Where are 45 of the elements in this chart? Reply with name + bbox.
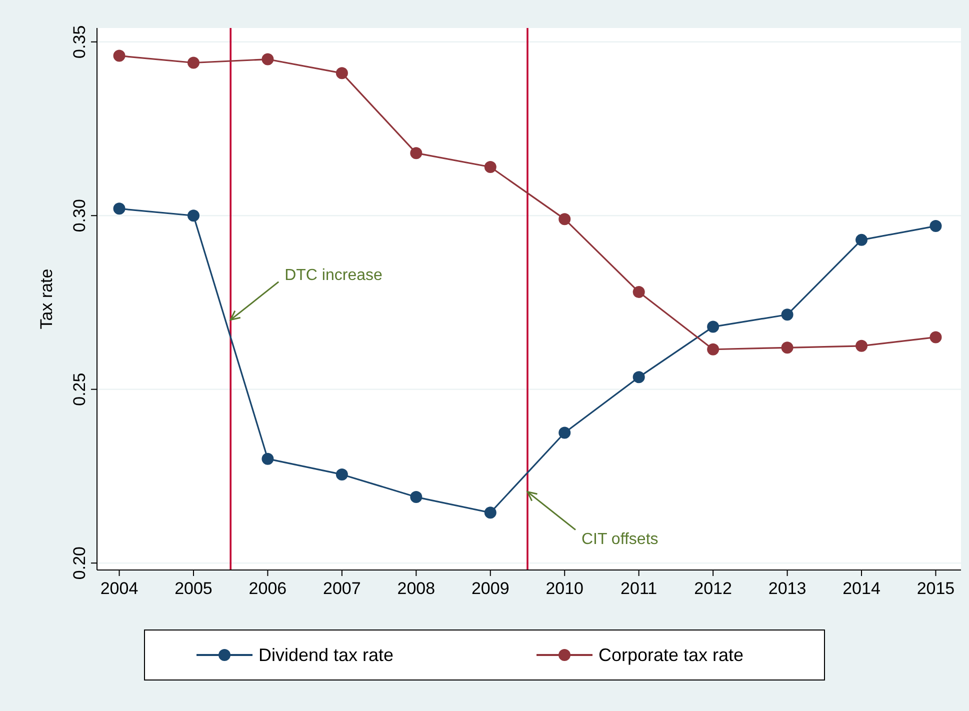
- x-tick-label: 2014: [842, 579, 880, 598]
- x-tick-label: 2010: [546, 579, 584, 598]
- point: [707, 320, 720, 333]
- point: [262, 452, 274, 465]
- annotation: DTC increase: [284, 266, 383, 284]
- point: [410, 491, 422, 504]
- x-tick-label: 2006: [248, 579, 287, 598]
- y-axis-title: Tax rate: [37, 268, 56, 330]
- point: [930, 331, 942, 344]
- point: [484, 160, 496, 173]
- point: [484, 506, 496, 519]
- point: [856, 234, 868, 246]
- point: [632, 286, 645, 298]
- point: [113, 202, 126, 215]
- point: [707, 343, 720, 356]
- point: [930, 220, 942, 232]
- y-tick-label: 0.20: [70, 546, 89, 580]
- point: [410, 147, 422, 160]
- annotation: CIT offsets: [582, 530, 658, 548]
- point: [558, 426, 571, 439]
- y-tick-label: 0.30: [70, 199, 89, 232]
- x-tick-label: 2011: [620, 579, 658, 598]
- point: [781, 308, 794, 321]
- point: [187, 56, 200, 69]
- x-tick-label: 2009: [471, 579, 510, 598]
- legend-label: Corporate tax rate: [598, 645, 744, 665]
- x-tick-label: 2005: [174, 579, 212, 598]
- y-tick-label: 0.35: [70, 25, 89, 58]
- point: [187, 210, 200, 222]
- x-tick-label: 2007: [323, 579, 361, 598]
- point: [113, 50, 126, 62]
- x-tick-label: 2004: [100, 579, 138, 598]
- point: [856, 340, 868, 352]
- point: [558, 213, 571, 226]
- point: [336, 468, 348, 480]
- x-tick-label: 2008: [397, 579, 436, 598]
- point: [262, 53, 274, 66]
- point: [781, 342, 794, 354]
- point: [632, 371, 645, 384]
- x-tick-label: 2013: [768, 579, 806, 598]
- legend-label: Dividend tax rate: [258, 645, 394, 665]
- y-tick-label: 0.25: [70, 372, 89, 406]
- x-tick-label: 2015: [916, 579, 955, 598]
- point: [336, 67, 348, 80]
- x-tick-label: 2012: [694, 579, 732, 598]
